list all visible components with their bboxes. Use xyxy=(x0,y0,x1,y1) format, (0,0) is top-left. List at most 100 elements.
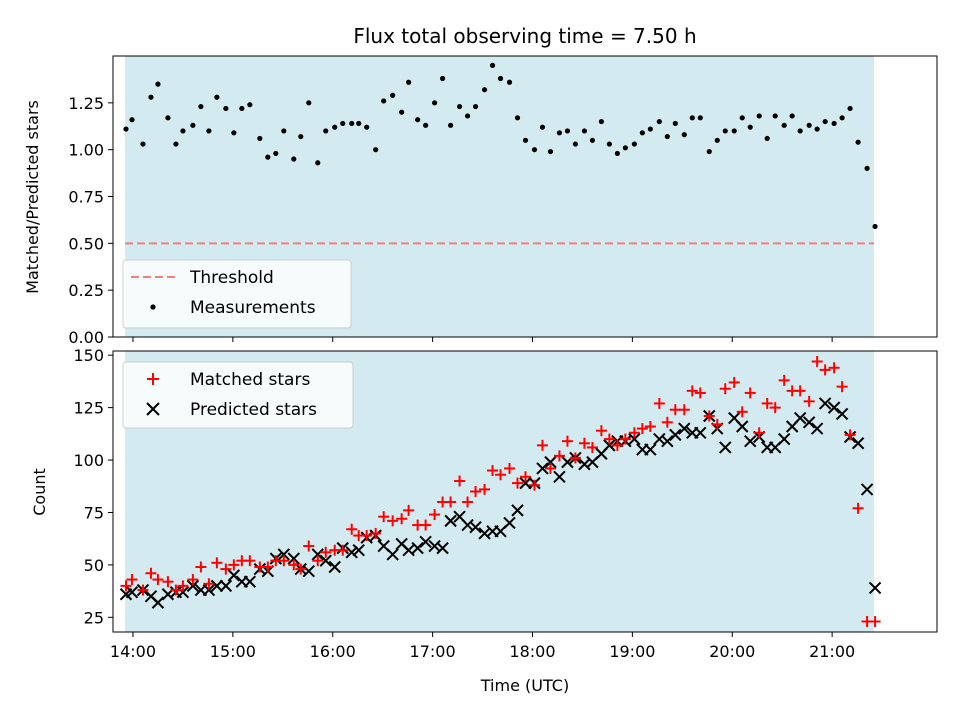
predicted-point xyxy=(835,407,849,421)
matched-point xyxy=(170,584,182,596)
predicted-point xyxy=(469,520,482,534)
measurement-point xyxy=(440,75,446,82)
legend-matched-swatch xyxy=(147,373,159,385)
count-panel: 25 50 75 100 125 150 14:00 15:00 16:00 17:00 18:0… xyxy=(30,346,938,695)
measurement-point xyxy=(497,75,504,82)
matched-point xyxy=(644,420,656,432)
matched-point xyxy=(611,439,623,451)
count-x-axis: 14:00 15:00 16:00 17:00 18:00 19:00 20:00 21:00 xyxy=(110,632,855,661)
predicted-point xyxy=(578,458,591,471)
measurement-point xyxy=(356,120,362,127)
matched-point xyxy=(519,471,531,483)
measurement-point xyxy=(614,150,620,157)
matched-point xyxy=(844,429,856,441)
matched-point xyxy=(686,385,698,397)
count-legend-box xyxy=(122,361,354,429)
predicted-point xyxy=(603,439,616,452)
predicted-point xyxy=(503,516,516,530)
measurement-point xyxy=(399,109,405,115)
legend-measurements-swatch xyxy=(150,304,156,310)
measurement-point xyxy=(789,113,795,119)
legend-threshold-label: Threshold xyxy=(189,268,274,288)
ratio-legend: Threshold Measurements xyxy=(122,259,352,329)
measurement-point xyxy=(747,124,753,130)
measurement-point xyxy=(855,139,861,145)
measurement-point xyxy=(464,113,471,119)
matched-point xyxy=(561,435,573,447)
measurement-point xyxy=(373,147,379,153)
predicted-point xyxy=(868,581,882,595)
count-y-tick-label: 150 xyxy=(73,346,104,365)
measurement-point xyxy=(681,132,687,138)
matched-point xyxy=(462,496,474,508)
matched-point xyxy=(619,433,631,445)
measurement-point xyxy=(180,128,186,134)
matched-point xyxy=(137,584,149,596)
matched-point xyxy=(828,362,840,374)
count-y-tick-label: 25 xyxy=(84,608,104,627)
predicted-point xyxy=(125,585,139,599)
predicted-point xyxy=(227,569,241,582)
matched-point xyxy=(869,616,881,628)
ratio-y-tick-label: 1.25 xyxy=(68,94,104,113)
predicted-point xyxy=(186,579,200,593)
measurement-point xyxy=(265,154,271,160)
matched-point xyxy=(378,511,390,523)
measurement-point xyxy=(315,160,321,166)
predicted-point xyxy=(536,462,549,475)
predicted-point xyxy=(243,575,257,588)
ratio-x-axis xyxy=(132,337,833,342)
ratio-y-tick-label: 0.00 xyxy=(68,328,104,347)
measurement-point xyxy=(155,81,161,87)
measurement-point xyxy=(406,79,412,85)
matched-point xyxy=(445,496,457,508)
measurement-point xyxy=(664,133,670,140)
measurement-point xyxy=(556,130,563,136)
predicted-series xyxy=(119,397,882,609)
count-y-tick-label: 50 xyxy=(84,556,104,575)
measurement-point xyxy=(872,223,878,230)
matched-point xyxy=(262,561,274,573)
count-x-tick-label: 17:00 xyxy=(410,642,456,661)
count-y-tick-label: 75 xyxy=(84,503,104,522)
measurement-point xyxy=(772,113,778,119)
measurement-point xyxy=(198,103,204,110)
predicted-point xyxy=(428,539,441,553)
matched-point xyxy=(852,502,864,514)
measurement-point xyxy=(814,126,820,132)
measurement-point xyxy=(706,148,712,155)
measurement-point xyxy=(764,135,770,142)
matched-point xyxy=(703,410,715,422)
matched-point xyxy=(661,416,673,428)
predicted-point xyxy=(277,548,290,561)
matched-point xyxy=(320,546,332,558)
predicted-point xyxy=(402,544,415,557)
predicted-point xyxy=(311,548,324,561)
predicted-point xyxy=(694,426,707,439)
matched-point xyxy=(295,563,307,575)
matched-point xyxy=(244,555,256,567)
matched-point xyxy=(569,452,581,464)
measurement-point xyxy=(531,147,538,153)
measurement-point xyxy=(231,130,237,136)
count-x-tick-label: 18:00 xyxy=(509,642,555,661)
matched-point xyxy=(487,465,499,477)
measurements-series xyxy=(123,62,878,230)
measurement-point xyxy=(423,122,429,128)
predicted-point xyxy=(202,583,216,597)
ratio-y-label: Matched/Predicted stars xyxy=(23,100,42,294)
legend-predicted-swatch xyxy=(146,402,160,416)
matched-point xyxy=(512,477,524,489)
predicted-point xyxy=(802,416,816,429)
predicted-point xyxy=(678,422,691,435)
measurement-point xyxy=(731,128,737,134)
measurement-point xyxy=(506,79,513,85)
matched-point xyxy=(794,385,806,397)
matched-point xyxy=(303,540,315,552)
measurement-point xyxy=(432,100,438,106)
measurement-point xyxy=(332,124,338,130)
measurement-point xyxy=(340,120,346,127)
predicted-point xyxy=(319,554,332,567)
measurement-point xyxy=(847,105,853,112)
matched-point xyxy=(495,469,507,481)
